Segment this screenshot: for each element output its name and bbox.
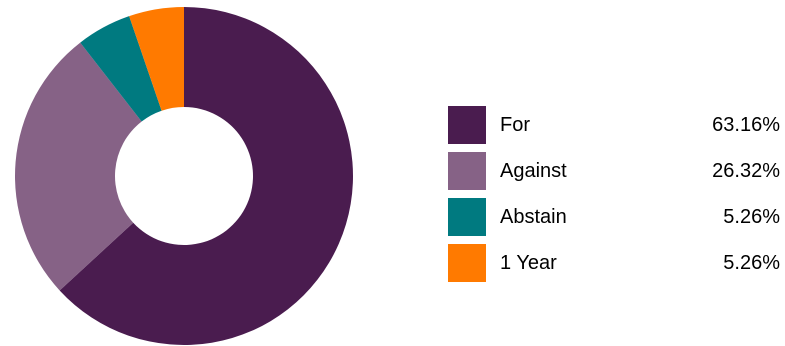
legend-item-1-year: 1 Year 5.26%	[448, 242, 785, 288]
donut-slice-1-year	[129, 7, 184, 111]
donut-chart	[14, 7, 353, 345]
donut-slice-against	[14, 42, 142, 291]
legend-value-against: 26.32%	[712, 160, 780, 182]
legend-value-1-year: 5.26%	[723, 252, 780, 274]
legend-swatch-abstain	[448, 198, 486, 236]
legend-label-against: Against	[500, 160, 567, 182]
legend-item-against: Against 26.32%	[448, 150, 785, 196]
legend-swatch-for	[448, 106, 486, 144]
legend-item-for: For 63.16%	[448, 104, 785, 150]
legend-label-for: For	[500, 114, 530, 136]
legend-label-1-year: 1 Year	[500, 252, 557, 274]
legend-swatch-against	[448, 152, 486, 190]
chart-legend: For 63.16% Against 26.32% Abstain 5.26% …	[448, 104, 785, 288]
legend-value-for: 63.16%	[712, 114, 780, 136]
legend-label-abstain: Abstain	[500, 206, 567, 228]
legend-item-abstain: Abstain 5.26%	[448, 196, 785, 242]
legend-swatch-1-year	[448, 244, 486, 282]
donut-slice-abstain	[80, 16, 162, 122]
donut-slice-for	[59, 7, 353, 345]
legend-value-abstain: 5.26%	[723, 206, 780, 228]
